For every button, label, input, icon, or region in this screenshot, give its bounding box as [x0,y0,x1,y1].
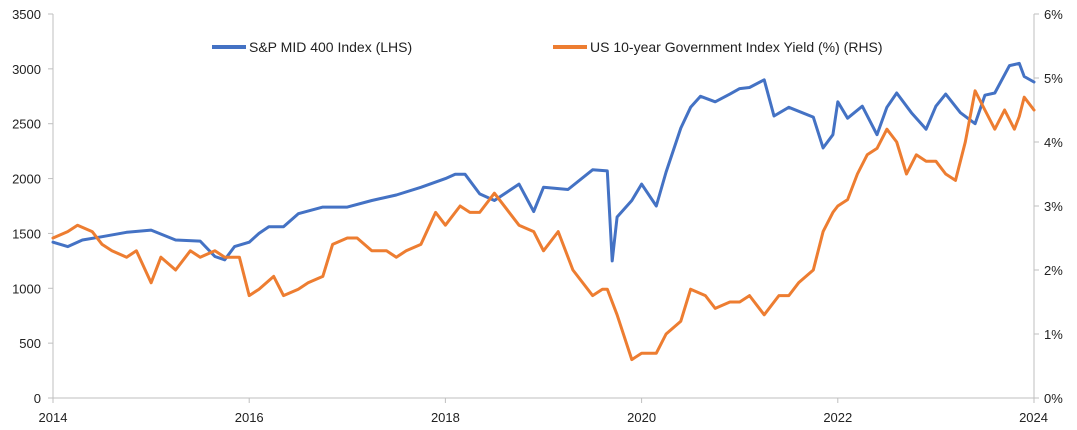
right-y-tick-label: 4% [1044,135,1063,150]
chart-axes [52,14,1035,399]
right-y-tick-label: 3% [1044,199,1063,214]
legend-label-sp-mid-400: S&P MID 400 Index (LHS) [249,39,412,55]
left-y-tick-label: 1500 [12,226,41,241]
series-line-us-10y-yield [51,89,1036,362]
left-y-tick-label: 0 [34,391,41,406]
x-tick-label: 2016 [235,410,264,425]
right-y-tick-label: 2% [1044,263,1063,278]
right-y-tick-label: 6% [1044,7,1063,22]
right-y-tick-labels: 0% 1% 2% 3% 4% 5% 6% [1034,7,1063,406]
left-y-tick-label: 3000 [12,62,41,77]
chart-legend: S&P MID 400 Index (LHS) US 10-year Gover… [212,39,883,55]
right-y-tick-label: 1% [1044,327,1063,342]
left-y-tick-label: 2000 [12,172,41,187]
series-lines [51,61,1036,362]
series-line-sp-mid-400 [51,61,1036,263]
left-y-tick-labels: 0 500 1000 1500 2000 2500 3000 3500 [12,7,53,406]
legend-label-us-10y-yield: US 10-year Government Index Yield (%) (R… [590,39,883,55]
left-y-tick-label: 2500 [12,117,41,132]
x-tick-label: 2020 [627,410,656,425]
x-tick-labels: 2014 2016 2018 2020 2022 2024 [39,398,1048,425]
x-tick-label: 2018 [431,410,460,425]
left-y-tick-label: 3500 [12,7,41,22]
x-tick-label: 2022 [823,410,852,425]
x-tick-label: 2014 [39,410,68,425]
x-tick-label: 2024 [1019,410,1048,425]
right-y-tick-label: 5% [1044,71,1063,86]
left-y-tick-label: 1000 [12,281,41,296]
right-y-tick-label: 0% [1044,391,1063,406]
left-y-tick-label: 500 [19,336,41,351]
